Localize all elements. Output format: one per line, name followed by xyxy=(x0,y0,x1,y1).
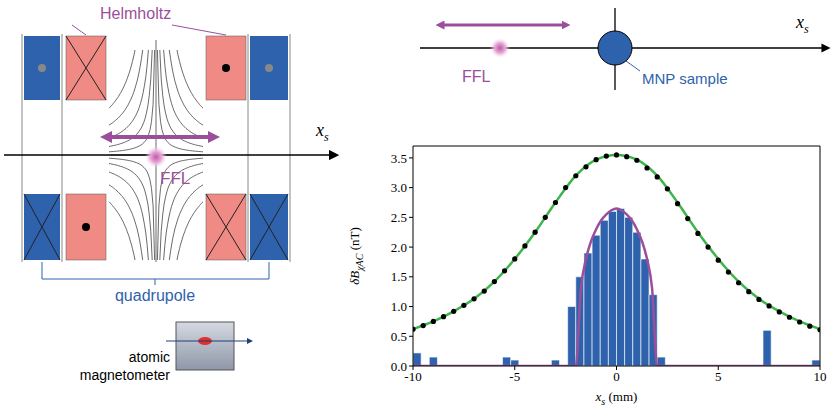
svg-text:xs (mm): xs (mm) xyxy=(595,389,638,407)
svg-text:1.5: 1.5 xyxy=(391,269,407,284)
svg-text:-5: -5 xyxy=(509,369,520,384)
svg-text:xs: xs xyxy=(315,120,329,144)
svg-text:FFL: FFL xyxy=(160,169,190,188)
svg-text:0.5: 0.5 xyxy=(391,329,407,344)
svg-text:0.0: 0.0 xyxy=(391,359,407,374)
svg-text:FFL: FFL xyxy=(462,68,491,85)
svg-text:δBχAC (nT): δBχAC (nT) xyxy=(347,227,365,285)
svg-text:3.0: 3.0 xyxy=(391,180,407,195)
svg-text:2.5: 2.5 xyxy=(391,210,407,225)
svg-text:-10: -10 xyxy=(404,369,422,385)
svg-text:quadrupole: quadrupole xyxy=(115,287,195,304)
svg-text:atomicmagnetometer: atomicmagnetometer xyxy=(80,349,171,383)
svg-text:xs: xs xyxy=(795,12,809,36)
svg-text:MNP sample: MNP sample xyxy=(642,70,728,87)
svg-text:Helmholtz: Helmholtz xyxy=(100,5,171,22)
svg-text:3.5: 3.5 xyxy=(391,151,407,166)
svg-text:0: 0 xyxy=(613,369,620,384)
svg-text:1.0: 1.0 xyxy=(391,299,407,314)
svg-text:5: 5 xyxy=(715,369,722,384)
svg-text:10: 10 xyxy=(814,369,827,384)
svg-text:2.0: 2.0 xyxy=(391,240,407,255)
